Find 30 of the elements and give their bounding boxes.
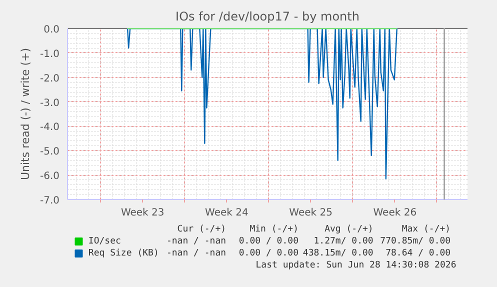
y-tick-label: -2.0: [40, 73, 60, 84]
text: Avg (-/+): [324, 224, 374, 234]
text: -nan / -nan: [166, 248, 226, 258]
y-tick-label: 0.0: [44, 24, 60, 36]
legend-label: Req Size (KB): [88, 248, 159, 258]
x-tick-label: Week 23: [120, 208, 164, 218]
y-tick-label: -7.0: [40, 196, 60, 206]
text: 438.15m/ 0.00: [302, 248, 374, 258]
y-tick-label: -6.0: [40, 171, 60, 182]
line-series: [126, 28, 398, 180]
text: 0.00 / 0.00: [238, 236, 298, 246]
y-axis-title: Units read (-) / write (+): [18, 48, 32, 180]
text: 1.27m/ 0.00: [314, 236, 374, 246]
x-tick-label: Week 25: [289, 208, 332, 218]
text: -nan / -nan: [166, 236, 226, 246]
chart-title: IOs for /dev/loop17 - by month: [176, 10, 360, 24]
text: Last update: Sun Jun 28 14:30:08 2026: [256, 260, 456, 270]
text: Cur (-/+): [177, 224, 226, 234]
x-tick-label: Week 24: [205, 208, 248, 218]
y-tick-label: -3.0: [40, 98, 60, 109]
y-tick-label: -4.0: [40, 122, 60, 134]
x-tick-label: Week 26: [373, 208, 417, 218]
y-tick-label: -1.0: [40, 48, 60, 60]
text: 78.64 / 0.00: [386, 248, 451, 258]
legend-label: IO/sec: [88, 236, 121, 246]
text: 770.85m/ 0.00: [380, 236, 451, 246]
text: Min (-/+): [250, 224, 298, 234]
text: 0.00 / 0.00: [238, 248, 298, 258]
text: Max (-/+): [402, 224, 451, 234]
y-tick-label: -5.0: [40, 146, 60, 158]
